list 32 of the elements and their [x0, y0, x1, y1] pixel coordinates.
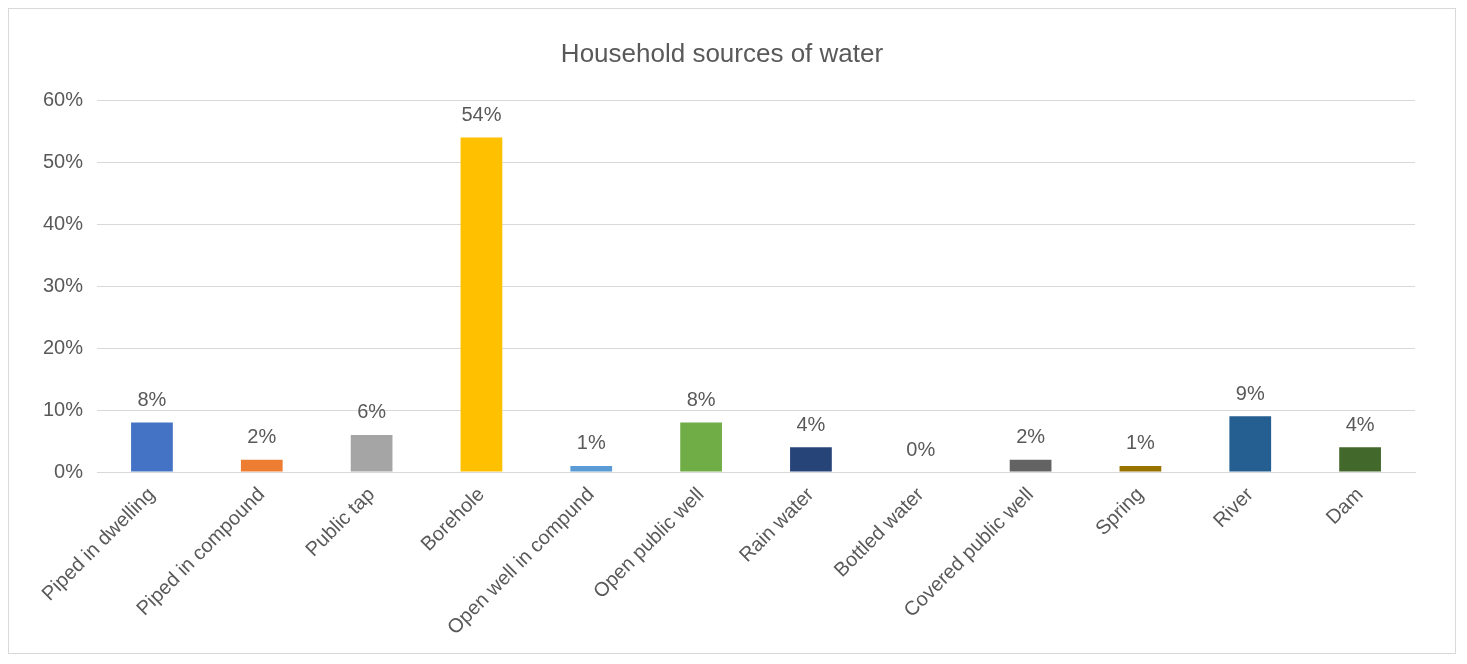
- y-tick-label: 50%: [43, 149, 84, 172]
- bar: [1119, 465, 1162, 472]
- y-tick-label: 10%: [43, 397, 84, 420]
- data-label: 4%: [1345, 412, 1375, 435]
- data-label: 2%: [247, 425, 277, 448]
- bar: [570, 465, 613, 472]
- data-label: 9%: [1235, 381, 1265, 404]
- bar: [680, 422, 722, 472]
- bar: [1229, 416, 1272, 472]
- bar: [131, 422, 173, 472]
- data-label: 8%: [686, 388, 716, 411]
- y-tick-label: 60%: [43, 87, 84, 110]
- data-label: 54%: [461, 102, 502, 125]
- y-tick-label: 20%: [43, 335, 84, 358]
- bar: [350, 434, 393, 472]
- data-label: 1%: [576, 431, 606, 454]
- bar: [1339, 447, 1381, 472]
- x-tick-label: Dam: [1321, 482, 1367, 529]
- data-label: 4%: [796, 412, 826, 435]
- bar: [240, 459, 283, 472]
- data-label: 6%: [357, 400, 387, 423]
- bar: [1009, 459, 1052, 472]
- data-label: 1%: [1125, 431, 1156, 454]
- bar: [790, 447, 832, 472]
- data-label: 2%: [1016, 425, 1046, 448]
- bar: [460, 137, 503, 472]
- chart-title: Household sources of water: [560, 37, 884, 68]
- y-tick-label: 0%: [54, 459, 84, 482]
- data-label: 8%: [137, 388, 167, 411]
- data-label: 0%: [906, 437, 936, 460]
- y-tick-label: 40%: [43, 211, 84, 234]
- y-tick-label: 30%: [43, 273, 84, 296]
